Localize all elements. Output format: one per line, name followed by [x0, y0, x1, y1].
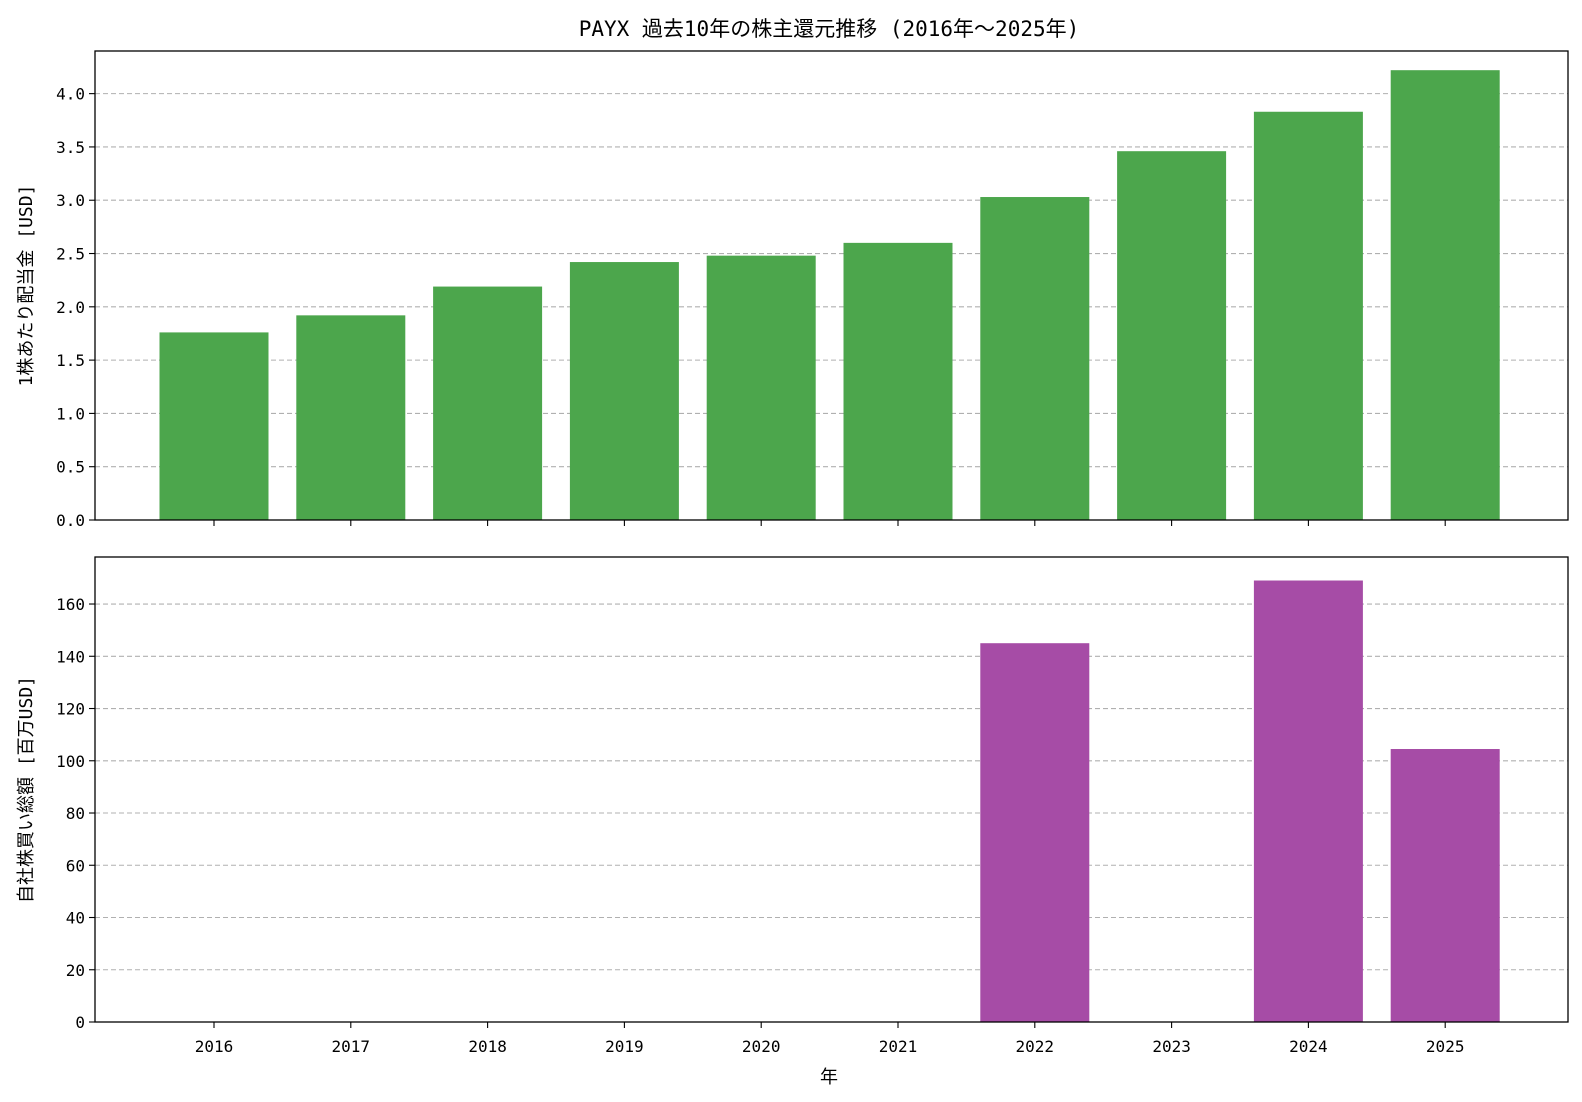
x-tick-label: 2025	[1426, 1037, 1465, 1056]
bar-2017	[296, 315, 406, 520]
bar-2019	[569, 262, 679, 520]
y-tick-label: 60	[66, 856, 85, 875]
x-axis-label: 年	[820, 1067, 838, 1088]
y-tick-label: 2.5	[56, 245, 85, 264]
y-tick-label: 2.0	[56, 298, 85, 317]
y-tick-label: 1.0	[56, 404, 85, 423]
x-tick-label: 2023	[1152, 1037, 1191, 1056]
y-tick-label: 160	[56, 595, 85, 614]
bar-2020	[706, 255, 816, 520]
dividend-panel: 0.0 0.5 1.0 1.5 2.0 2.5 3.0 3.5 4.0 1株あたり配当金 [USD…	[16, 50, 1569, 530]
bar-2024	[1253, 580, 1363, 1022]
x-tick-label: 2019	[605, 1037, 644, 1056]
x-tick-label: 2020	[742, 1037, 781, 1056]
chart-title: PAYX 過去10年の株主還元推移 (2016年～2025年)	[579, 17, 1080, 41]
bar-2024	[1253, 111, 1363, 520]
y-tick-label: 3.0	[56, 191, 85, 210]
x-tick-label: 2022	[1016, 1037, 1055, 1056]
y-axis-label: 自社株買い総額 [百万USD]	[16, 676, 37, 903]
y-tick-label: 80	[66, 804, 85, 823]
x-tick-label: 2021	[879, 1037, 918, 1056]
y-tick-label: 0	[75, 1013, 85, 1032]
plot-frame	[94, 50, 1569, 521]
y-tick-label: 1.5	[56, 351, 85, 370]
x-tick-label: 2017	[332, 1037, 371, 1056]
buyback-panel: 0 20 40 60 80 100 120 140 160 2016 2017 2018 2019 202…	[16, 556, 1569, 1056]
y-tick-label: 4.0	[56, 85, 85, 104]
bar-2021	[843, 242, 953, 520]
bar-2016	[159, 332, 269, 520]
y-tick-label: 0.0	[56, 511, 85, 530]
bar-2022	[980, 643, 1090, 1022]
y-tick-label: 20	[66, 961, 85, 980]
y-tick-label: 120	[56, 700, 85, 719]
x-tick-label: 2016	[195, 1037, 234, 1056]
y-tick-label: 40	[66, 909, 85, 928]
y-tick-label: 100	[56, 752, 85, 771]
x-tick-label: 2024	[1289, 1037, 1328, 1056]
bar-2018	[433, 286, 543, 520]
y-tick-label: 0.5	[56, 458, 85, 477]
plot-frame	[94, 556, 1569, 1023]
bar-2022	[980, 197, 1090, 520]
y-tick-label: 140	[56, 647, 85, 666]
bar-2023	[1117, 151, 1227, 521]
y-tick-label: 3.5	[56, 138, 85, 157]
x-tick-label: 2018	[468, 1037, 507, 1056]
y-axis-label: 1株あたり配当金 [USD]	[16, 185, 37, 387]
bar-2025	[1390, 70, 1500, 520]
bar-2025	[1390, 749, 1500, 1022]
